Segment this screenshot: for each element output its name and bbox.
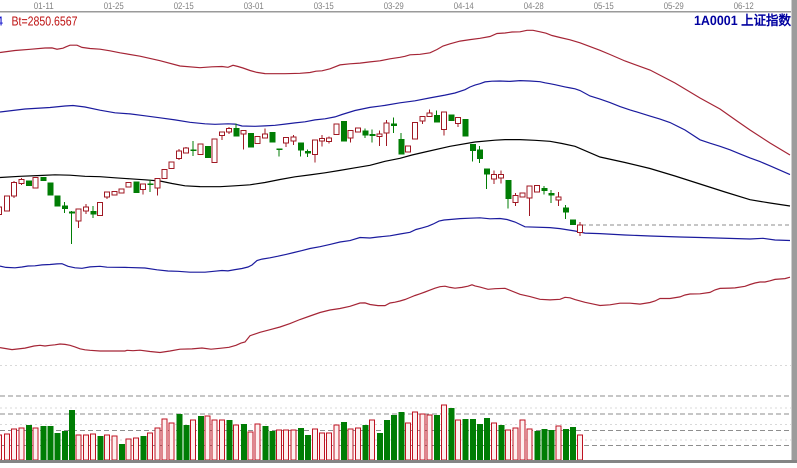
svg-text:Bt=2850.6567: Bt=2850.6567 xyxy=(12,14,78,29)
svg-text:01-25: 01-25 xyxy=(104,1,124,12)
svg-text:03-15: 03-15 xyxy=(314,1,334,12)
svg-text:04-14: 04-14 xyxy=(454,1,474,12)
svg-text:4: 4 xyxy=(0,14,3,29)
svg-text:03-29: 03-29 xyxy=(384,1,404,12)
svg-text:02-15: 02-15 xyxy=(174,1,194,12)
svg-text:04-28: 04-28 xyxy=(524,1,544,12)
svg-text:05-29: 05-29 xyxy=(664,1,684,12)
svg-text:03-01: 03-01 xyxy=(244,1,264,12)
svg-text:01-11: 01-11 xyxy=(34,1,54,12)
svg-text:06-12: 06-12 xyxy=(734,1,754,12)
svg-text:05-15: 05-15 xyxy=(594,1,614,12)
svg-text:1A0001 上证指数: 1A0001 上证指数 xyxy=(694,13,791,28)
